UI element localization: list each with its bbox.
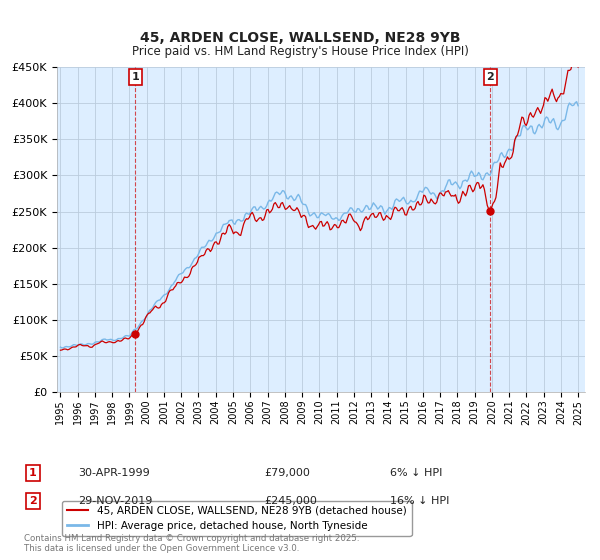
Text: 2: 2 [29,496,37,506]
Text: Price paid vs. HM Land Registry's House Price Index (HPI): Price paid vs. HM Land Registry's House … [131,45,469,58]
Text: 16% ↓ HPI: 16% ↓ HPI [390,496,449,506]
Text: 1: 1 [131,72,139,82]
Text: 1: 1 [29,468,37,478]
Text: £245,000: £245,000 [264,496,317,506]
Text: 30-APR-1999: 30-APR-1999 [78,468,150,478]
Text: 6% ↓ HPI: 6% ↓ HPI [390,468,442,478]
Text: £79,000: £79,000 [264,468,310,478]
Text: 29-NOV-2019: 29-NOV-2019 [78,496,152,506]
Text: 45, ARDEN CLOSE, WALLSEND, NE28 9YB: 45, ARDEN CLOSE, WALLSEND, NE28 9YB [140,31,460,45]
Text: 2: 2 [487,72,494,82]
Legend: 45, ARDEN CLOSE, WALLSEND, NE28 9YB (detached house), HPI: Average price, detach: 45, ARDEN CLOSE, WALLSEND, NE28 9YB (det… [62,501,412,536]
Text: Contains HM Land Registry data © Crown copyright and database right 2025.
This d: Contains HM Land Registry data © Crown c… [24,534,359,553]
